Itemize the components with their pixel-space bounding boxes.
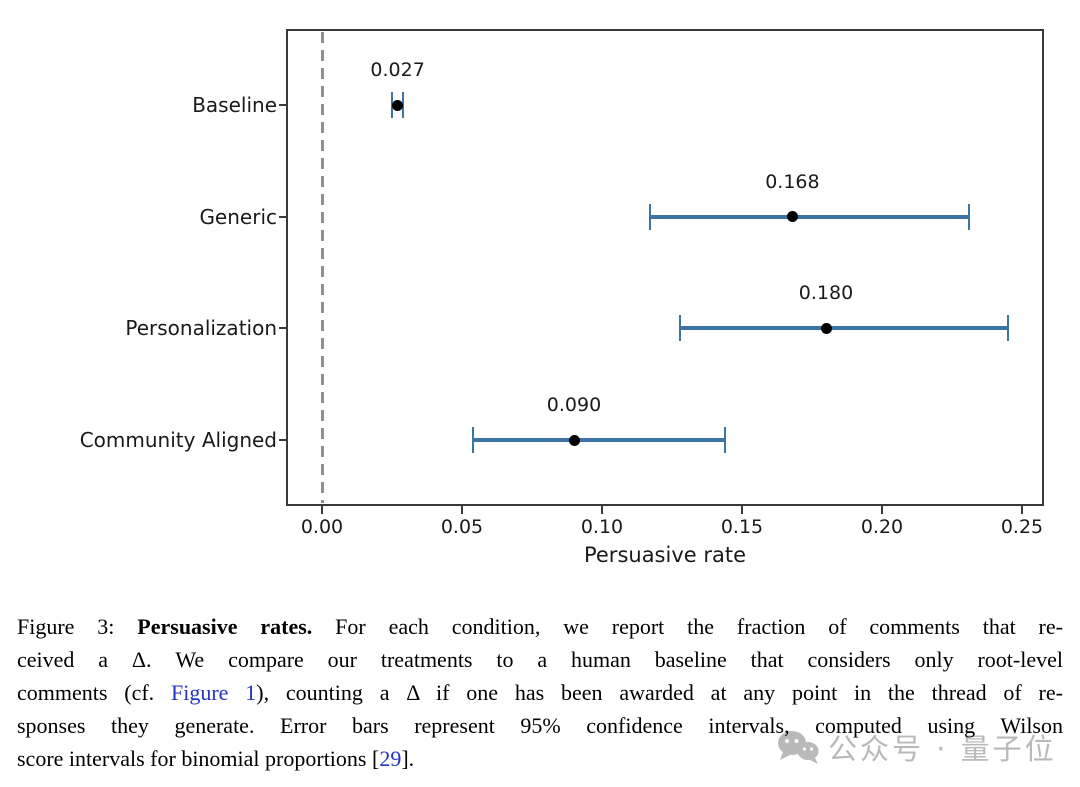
error-bar-cap-high	[402, 92, 405, 118]
x-axis-tick-label: 0.00	[300, 516, 344, 538]
x-axis-tick	[601, 505, 603, 514]
error-bar	[649, 214, 969, 219]
caption-text: ), counting a Δ if one has been awarded …	[256, 680, 1063, 705]
error-bar-cap-low	[648, 203, 651, 230]
data-point	[820, 322, 832, 334]
caption-text: ceived a Δ. We compare our treatments to…	[17, 647, 1063, 672]
caption-text: sponses they generate. Error bars repres…	[17, 713, 1063, 738]
caption-line-2: ceived a Δ. We compare our treatments to…	[17, 643, 1063, 676]
watermark: 公众号 · 量子位	[777, 726, 1057, 768]
caption-text: comments (cf.	[17, 680, 171, 705]
error-bar-cap-high	[967, 203, 970, 230]
data-point	[786, 211, 798, 223]
y-axis-tick	[279, 104, 287, 106]
x-axis-tick-label: 0.05	[440, 516, 484, 538]
caption-bold-title: Persuasive rates.	[137, 614, 313, 639]
y-axis-tick	[279, 215, 287, 218]
x-axis-tick	[461, 505, 463, 514]
wechat-icon	[778, 731, 819, 764]
caption-line-3: comments (cf. Figure 1), counting a Δ if…	[17, 676, 1063, 709]
error-bar-cap-high	[1007, 315, 1009, 342]
y-axis-tick	[279, 439, 287, 442]
x-axis-tick	[1021, 505, 1023, 514]
caption-text: Figure 3:	[17, 614, 138, 639]
chart-plot-area	[286, 29, 1044, 506]
caption-line-4: sponses they generate. Error bars repres…	[17, 709, 1063, 742]
caption-line-1: Figure 3: Persuasive rates. For each con…	[17, 610, 1063, 643]
y-axis-category-label: Baseline	[192, 93, 277, 117]
x-axis-label: Persuasive rate	[583, 543, 747, 567]
citation-29-link[interactable]: 29	[379, 746, 402, 771]
x-axis-tick-label: 0.15	[720, 516, 764, 538]
y-axis-category-label: Personalization	[125, 316, 277, 341]
error-bar	[680, 326, 1008, 331]
caption-text: ].	[401, 746, 415, 771]
caption-line-5: score intervals for binomial proportions…	[17, 742, 1063, 775]
x-axis-tick	[741, 505, 743, 514]
x-axis-tick-label: 0.10	[580, 516, 624, 538]
figure-caption: Figure 3: Persuasive rates. For each con…	[17, 610, 1063, 775]
x-axis-tick-label: 0.20	[860, 516, 904, 538]
point-value-label: 0.168	[765, 170, 820, 193]
caption-text: For each condition, we report the fracti…	[312, 614, 1063, 639]
caption-text: score intervals for binomial proportions…	[17, 746, 380, 771]
zero-reference-line	[320, 32, 324, 503]
x-axis-tick	[321, 505, 323, 514]
y-axis-category-label: Community Aligned	[79, 428, 277, 453]
watermark-text: 公众号 · 量子位	[828, 732, 1057, 766]
figure-1-link[interactable]: Figure 1	[170, 680, 257, 705]
x-axis-tick	[881, 505, 883, 514]
error-bar-cap-high	[724, 427, 727, 454]
error-bar-cap-low	[472, 427, 475, 454]
error-bar	[473, 438, 726, 443]
error-bar-cap-low	[679, 315, 682, 342]
y-axis-tick	[279, 327, 287, 330]
point-value-label: 0.090	[546, 394, 602, 417]
data-point	[568, 434, 580, 446]
x-axis-tick-label: 0.25	[1000, 516, 1044, 538]
error-bar-cap-low	[391, 92, 393, 118]
data-point	[392, 99, 404, 111]
point-value-label: 0.027	[370, 59, 425, 81]
point-value-label: 0.180	[798, 282, 854, 305]
y-axis-category-label: Generic	[199, 204, 277, 229]
